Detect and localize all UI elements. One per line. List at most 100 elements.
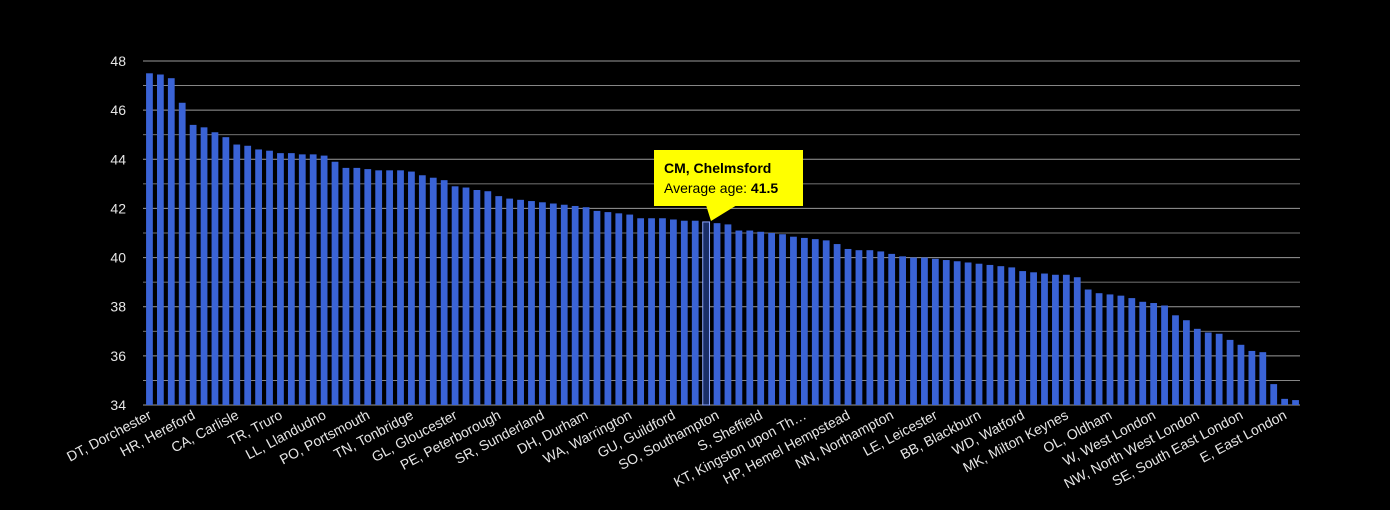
bar[interactable] xyxy=(768,233,775,405)
bar[interactable] xyxy=(910,257,917,405)
bar[interactable] xyxy=(571,205,579,405)
bar[interactable] xyxy=(1030,272,1037,405)
bar[interactable] xyxy=(528,201,535,405)
bar[interactable] xyxy=(713,223,721,405)
bar[interactable] xyxy=(986,264,994,405)
bar[interactable] xyxy=(822,240,830,405)
bar[interactable] xyxy=(408,171,415,405)
bar[interactable] xyxy=(549,203,557,405)
bar[interactable] xyxy=(800,237,808,405)
bar[interactable] xyxy=(648,218,655,405)
bar[interactable] xyxy=(462,187,470,405)
bar[interactable] xyxy=(1226,339,1234,405)
bar[interactable] xyxy=(222,137,230,406)
bar[interactable] xyxy=(877,251,885,405)
bar[interactable] xyxy=(386,170,393,405)
bar[interactable] xyxy=(342,167,350,405)
bar[interactable] xyxy=(364,169,372,405)
bar[interactable] xyxy=(844,248,852,405)
bar[interactable] xyxy=(779,234,786,405)
bar[interactable] xyxy=(626,214,634,405)
bar[interactable] xyxy=(1270,384,1278,405)
bar[interactable] xyxy=(1281,398,1289,405)
bar[interactable] xyxy=(746,230,754,405)
bar[interactable] xyxy=(604,212,612,405)
bar[interactable] xyxy=(964,262,972,405)
bar[interactable] xyxy=(309,154,317,405)
bar[interactable] xyxy=(277,153,284,405)
bar[interactable] xyxy=(1259,352,1267,405)
bar[interactable] xyxy=(146,73,153,405)
bar[interactable] xyxy=(451,186,459,405)
bar[interactable] xyxy=(921,257,928,405)
bar[interactable] xyxy=(1248,350,1256,405)
bar[interactable] xyxy=(1204,332,1212,405)
bar[interactable] xyxy=(331,161,339,405)
bar[interactable] xyxy=(680,220,688,405)
bar[interactable] xyxy=(670,219,677,405)
bar[interactable] xyxy=(429,177,437,405)
bar[interactable] xyxy=(691,220,699,405)
bar[interactable] xyxy=(1150,303,1158,405)
bar[interactable] xyxy=(997,266,1005,405)
bar[interactable] xyxy=(211,132,219,405)
bar[interactable] xyxy=(1193,328,1201,405)
bar[interactable] xyxy=(517,199,524,405)
bar[interactable] xyxy=(757,231,765,405)
bar[interactable] xyxy=(255,149,262,405)
bar[interactable] xyxy=(200,127,208,405)
bar[interactable] xyxy=(659,218,666,405)
bar[interactable] xyxy=(418,175,426,405)
bar[interactable] xyxy=(539,202,546,405)
bar[interactable] xyxy=(484,191,492,405)
bar[interactable] xyxy=(1084,289,1092,405)
bar[interactable] xyxy=(888,253,896,405)
bar[interactable] xyxy=(1139,301,1147,405)
bar[interactable] xyxy=(975,263,983,405)
bar[interactable] xyxy=(178,102,186,406)
bar[interactable] xyxy=(156,74,164,405)
bar[interactable] xyxy=(1019,271,1027,405)
bar[interactable] xyxy=(1073,277,1081,405)
bar[interactable] xyxy=(1052,274,1059,405)
bar[interactable] xyxy=(244,145,252,405)
bar[interactable] xyxy=(1008,267,1016,405)
bar[interactable] xyxy=(582,207,590,405)
bar[interactable] xyxy=(1183,320,1190,405)
bar[interactable] xyxy=(593,210,601,405)
bar[interactable] xyxy=(1128,298,1136,405)
bar[interactable] xyxy=(353,167,361,405)
bar[interactable] xyxy=(1215,333,1223,405)
bar[interactable] xyxy=(167,78,175,405)
bar[interactable] xyxy=(1106,294,1114,405)
bar[interactable] xyxy=(866,250,874,405)
bar[interactable] xyxy=(440,180,448,405)
bar[interactable] xyxy=(320,155,328,405)
bar[interactable] xyxy=(560,204,568,405)
bar[interactable] xyxy=(931,258,939,405)
bar[interactable] xyxy=(189,124,197,405)
bar[interactable] xyxy=(637,218,645,405)
bar[interactable] xyxy=(473,190,481,405)
bars[interactable] xyxy=(146,73,1299,406)
bar[interactable] xyxy=(506,198,514,405)
bar[interactable] xyxy=(615,213,623,405)
bar[interactable] xyxy=(287,153,295,405)
bar[interactable] xyxy=(724,224,732,405)
bar[interactable] xyxy=(855,250,863,405)
bar[interactable] xyxy=(899,256,906,405)
bar[interactable] xyxy=(811,239,819,405)
bar[interactable] xyxy=(233,144,241,406)
bar[interactable] xyxy=(1161,305,1168,405)
bar[interactable] xyxy=(1292,400,1299,405)
bar[interactable] xyxy=(1172,315,1179,405)
bar[interactable] xyxy=(397,170,404,405)
bar-highlighted[interactable] xyxy=(702,221,711,406)
bar[interactable] xyxy=(495,196,503,405)
bar[interactable] xyxy=(1117,295,1125,405)
bar[interactable] xyxy=(942,260,950,405)
bar[interactable] xyxy=(1041,273,1048,405)
bar[interactable] xyxy=(735,230,743,405)
bar[interactable] xyxy=(1062,274,1070,405)
bar[interactable] xyxy=(266,150,273,405)
